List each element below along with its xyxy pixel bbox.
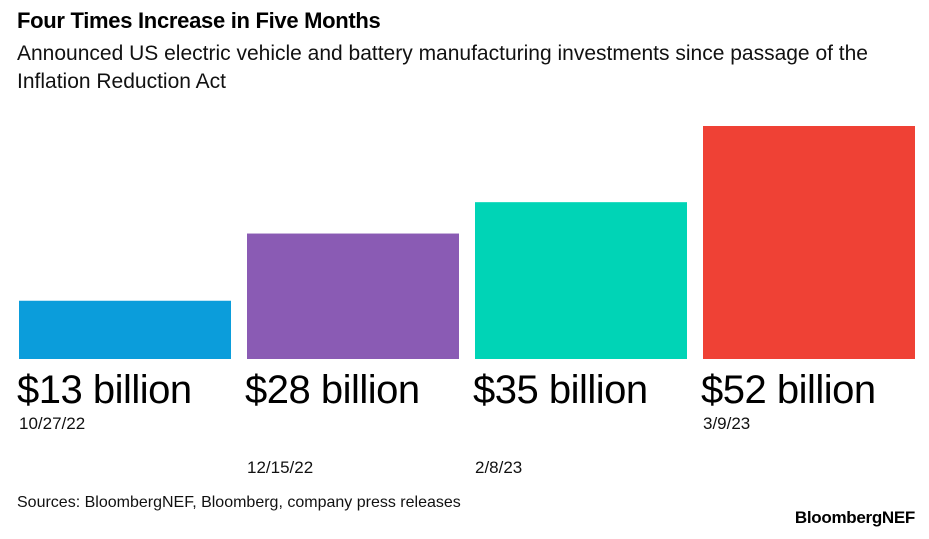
chart-subtitle: Announced US electric vehicle and batter… — [17, 42, 868, 93]
bar-date-label-3: 3/9/23 — [703, 414, 751, 433]
bar-value-label-1: $28 billion — [245, 368, 420, 412]
bar-1 — [247, 233, 459, 359]
bar-0 — [19, 300, 231, 359]
bar-2 — [475, 202, 687, 359]
bar-date-label-1: 12/15/22 — [247, 458, 314, 477]
bar-value-label-2: $35 billion — [473, 368, 648, 412]
bar-3 — [703, 126, 915, 359]
chart-title: Four Times Increase in Five Months — [17, 8, 381, 33]
brand-logo: BloombergNEF — [794, 508, 915, 527]
bar-value-label-0: $13 billion — [17, 368, 192, 412]
bar-date-label-0: 10/27/22 — [19, 414, 86, 433]
bar-date-label-2: 2/8/23 — [475, 458, 523, 477]
bar-value-label-3: $52 billion — [701, 368, 876, 412]
source-note: Sources: BloombergNEF, Bloomberg, compan… — [17, 494, 461, 511]
